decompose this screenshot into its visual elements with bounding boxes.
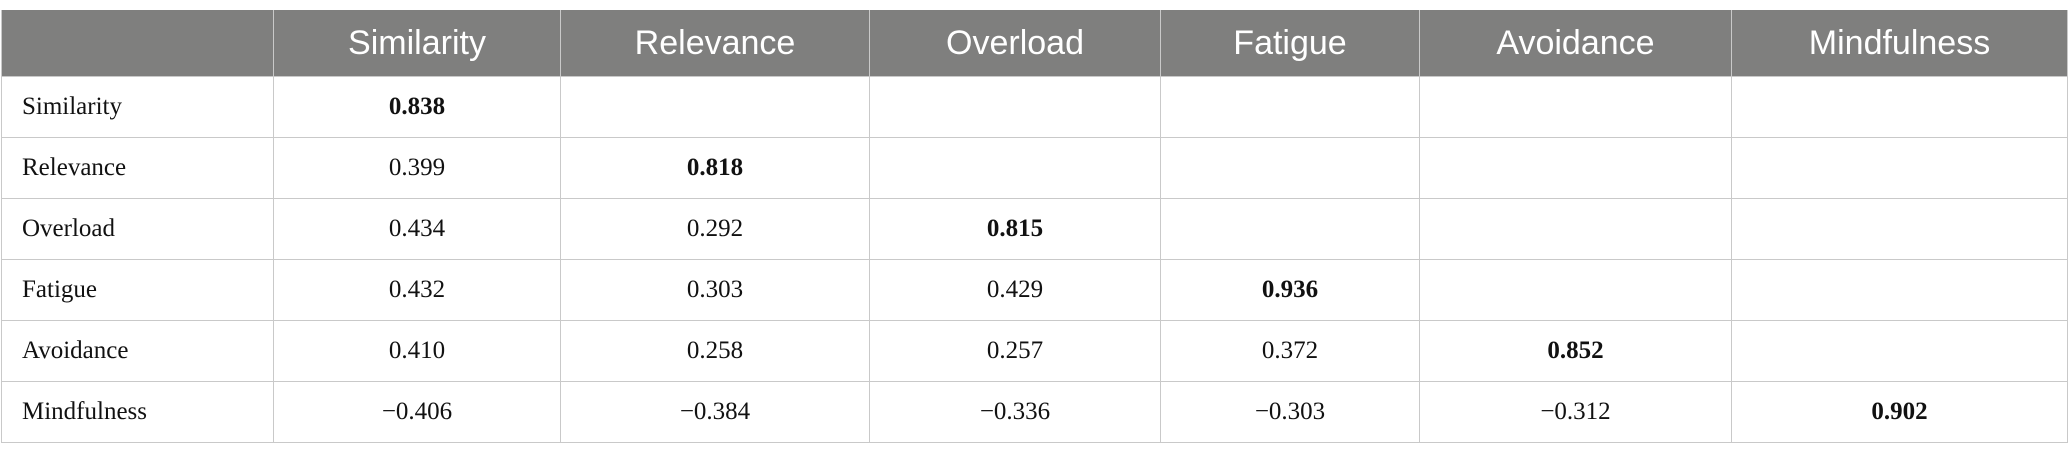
cell-value: 0.257	[869, 320, 1161, 382]
row-label: Relevance	[1, 137, 274, 199]
empty-cell	[1731, 76, 2068, 138]
cell-value: 0.815	[869, 198, 1161, 260]
header-row: Similarity Relevance Overload Fatigue Avoida…	[1, 10, 2068, 77]
cell-value: 0.410	[273, 320, 561, 382]
cell-value: 0.818	[560, 137, 870, 199]
cell-value: 0.434	[273, 198, 561, 260]
correlation-table: Similarity Relevance Overload Fatigue Avoida…	[1, 10, 2068, 443]
empty-cell	[869, 137, 1161, 199]
cell-value: −0.312	[1419, 381, 1732, 443]
empty-cell	[1731, 320, 2068, 382]
cell-value: 0.838	[273, 76, 561, 138]
column-header: Overload	[869, 10, 1161, 77]
cell-value: −0.406	[273, 381, 561, 443]
row-label: Fatigue	[1, 259, 274, 321]
cell-value: 0.258	[560, 320, 870, 382]
column-header: Relevance	[560, 10, 870, 77]
cell-value: 0.292	[560, 198, 870, 260]
cell-value: −0.336	[869, 381, 1161, 443]
table-row: Fatigue 0.432 0.303 0.429 0.936	[1, 259, 2068, 321]
cell-value: 0.303	[560, 259, 870, 321]
cell-value: −0.384	[560, 381, 870, 443]
table-row: Similarity 0.838	[1, 76, 2068, 138]
column-header: Mindfulness	[1731, 10, 2068, 77]
empty-cell	[1731, 198, 2068, 260]
column-header: Similarity	[273, 10, 561, 77]
row-label: Overload	[1, 198, 274, 260]
empty-cell	[1731, 259, 2068, 321]
empty-cell	[1731, 137, 2068, 199]
column-header: Avoidance	[1419, 10, 1732, 77]
row-label: Avoidance	[1, 320, 274, 382]
cell-value: 0.429	[869, 259, 1161, 321]
empty-cell	[1419, 259, 1732, 321]
empty-cell	[1419, 137, 1732, 199]
table-body: Similarity 0.838 Relevance 0.399 0.818 Overlo…	[1, 76, 2068, 443]
table-row: Avoidance 0.410 0.258 0.257 0.372 0.852	[1, 320, 2068, 382]
corner-cell	[1, 10, 274, 77]
row-label: Mindfulness	[1, 381, 274, 443]
cell-value: 0.399	[273, 137, 561, 199]
cell-value: 0.852	[1419, 320, 1732, 382]
cell-value: 0.936	[1160, 259, 1420, 321]
table-row: Relevance 0.399 0.818	[1, 137, 2068, 199]
empty-cell	[1160, 137, 1420, 199]
table-row: Mindfulness −0.406 −0.384 −0.336 −0.303 −0.31…	[1, 381, 2068, 443]
table-row: Overload 0.434 0.292 0.815	[1, 198, 2068, 260]
empty-cell	[1160, 198, 1420, 260]
empty-cell	[1419, 76, 1732, 138]
empty-cell	[1160, 76, 1420, 138]
cell-value: 0.902	[1731, 381, 2068, 443]
empty-cell	[1419, 198, 1732, 260]
empty-cell	[560, 76, 870, 138]
cell-value: −0.303	[1160, 381, 1420, 443]
row-label: Similarity	[1, 76, 274, 138]
cell-value: 0.372	[1160, 320, 1420, 382]
cell-value: 0.432	[273, 259, 561, 321]
empty-cell	[869, 76, 1161, 138]
column-header: Fatigue	[1160, 10, 1420, 77]
